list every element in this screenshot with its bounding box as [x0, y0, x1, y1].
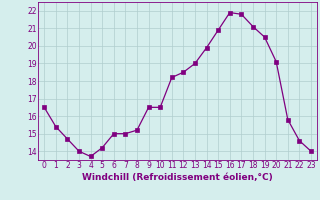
X-axis label: Windchill (Refroidissement éolien,°C): Windchill (Refroidissement éolien,°C) [82, 173, 273, 182]
